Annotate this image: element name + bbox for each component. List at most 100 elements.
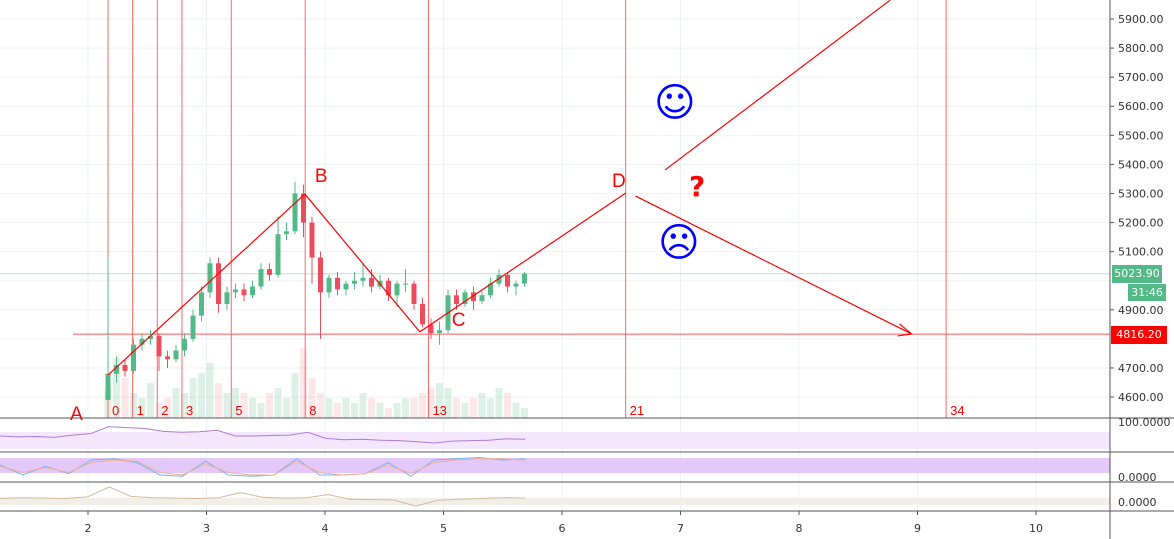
volume-bar (121, 378, 129, 418)
time-tick-label: 6 (559, 522, 566, 535)
candle-body (105, 373, 111, 400)
candle-body (165, 356, 170, 360)
candle-body (156, 335, 162, 357)
candle-body (216, 263, 221, 304)
candle-body (496, 274, 502, 284)
candle-body (335, 277, 340, 290)
candle-body (326, 277, 332, 293)
price-tick-label: 5800.00 (1118, 42, 1164, 55)
price-tick-label: 5900.00 (1118, 13, 1164, 26)
time-tick-label: 2 (85, 522, 92, 535)
volume-bar (444, 388, 452, 418)
volume-bar (427, 388, 435, 418)
candle-body (309, 222, 315, 258)
volume-bar (419, 393, 426, 418)
candle-body (241, 289, 247, 296)
candle-body (479, 295, 485, 302)
candle-body (522, 273, 527, 284)
price-tick-label: 5100.00 (1118, 246, 1164, 259)
candle-body (114, 365, 119, 374)
volume-bar (521, 408, 528, 418)
frowny-icon: ☹ (658, 220, 700, 266)
candle-body (437, 330, 442, 334)
fib-time-label: 5 (235, 403, 242, 418)
wave-label-c: C (452, 310, 466, 331)
wave-line (107, 193, 306, 376)
price-tick-label: 5200.00 (1118, 217, 1164, 230)
volume-bar (334, 403, 341, 418)
candle-body (292, 193, 298, 232)
candle-body (190, 315, 196, 339)
panel-axis-label: 100.0000 (1118, 416, 1171, 429)
candle-body (428, 324, 434, 334)
volume-bar (470, 398, 477, 418)
candle-body (462, 292, 468, 304)
volume-bar (215, 383, 222, 418)
time-tick-label: 4 (322, 522, 329, 535)
wave-label-a: A (70, 404, 83, 425)
candle-body (122, 365, 128, 371)
level-price-label: 4816.20 (1111, 326, 1167, 344)
candle-body (284, 231, 289, 235)
rsi-band (0, 432, 1110, 449)
candle-body (343, 283, 349, 290)
candle-body (513, 283, 519, 287)
candle-body (505, 274, 510, 287)
volume-bar (138, 398, 146, 418)
price-tick-label: 4700.00 (1118, 362, 1164, 375)
volume-bar (155, 403, 163, 418)
volume-bar (181, 393, 188, 418)
candle-body (301, 193, 306, 223)
volume-bar (478, 393, 486, 418)
candle-body (275, 234, 281, 275)
time-tick-label: 8 (796, 522, 803, 535)
time-tick-label: 5 (440, 522, 447, 535)
wave-label-b: B (315, 166, 328, 187)
osc-band (0, 498, 1110, 505)
volume-bar (359, 393, 367, 418)
time-tick-label: 9 (914, 522, 921, 535)
volume-bar (266, 393, 273, 418)
candle-body (386, 280, 391, 296)
time-tick-label: 7 (677, 522, 684, 535)
candle-body (224, 292, 230, 304)
smiley-icon: ☺ (654, 80, 696, 126)
volume-bar (291, 373, 299, 418)
candle-body (139, 338, 145, 345)
fib-time-label: 21 (630, 403, 644, 418)
volume-bar (453, 398, 460, 418)
volume-bar (206, 363, 214, 418)
volume-bar (402, 398, 409, 418)
fib-time-label: 8 (309, 403, 316, 418)
volume-bar (376, 403, 384, 418)
volume-bar (257, 403, 265, 418)
volume-bar (351, 403, 358, 418)
volume-bar (283, 398, 290, 418)
volume-bar (240, 393, 248, 418)
wave-label-d: D (612, 171, 626, 192)
candle-body (173, 350, 179, 360)
candle-body (250, 286, 255, 296)
wave-line (304, 193, 421, 333)
price-tick-label: 4900.00 (1118, 304, 1164, 317)
candle-body (233, 289, 238, 293)
volume-bar (512, 403, 520, 418)
fib-time-label: 3 (186, 403, 193, 418)
volume-bar (487, 398, 494, 418)
rsi-line (0, 426, 526, 444)
countdown-label: 31:46 (1128, 284, 1166, 301)
candle-body (360, 277, 366, 281)
time-tick-label: 10 (1029, 522, 1043, 535)
panel-axis-label: 0.0000 (1118, 471, 1157, 484)
candle-body (394, 283, 400, 296)
volume-bar (368, 398, 375, 418)
volume-bar (164, 398, 171, 418)
fib-time-label: 1 (137, 403, 144, 418)
question-mark: ? (689, 170, 705, 203)
volume-bar (223, 393, 231, 418)
volume-bar (410, 398, 418, 418)
stoch-band (0, 458, 1110, 473)
volume-bar (198, 373, 205, 418)
